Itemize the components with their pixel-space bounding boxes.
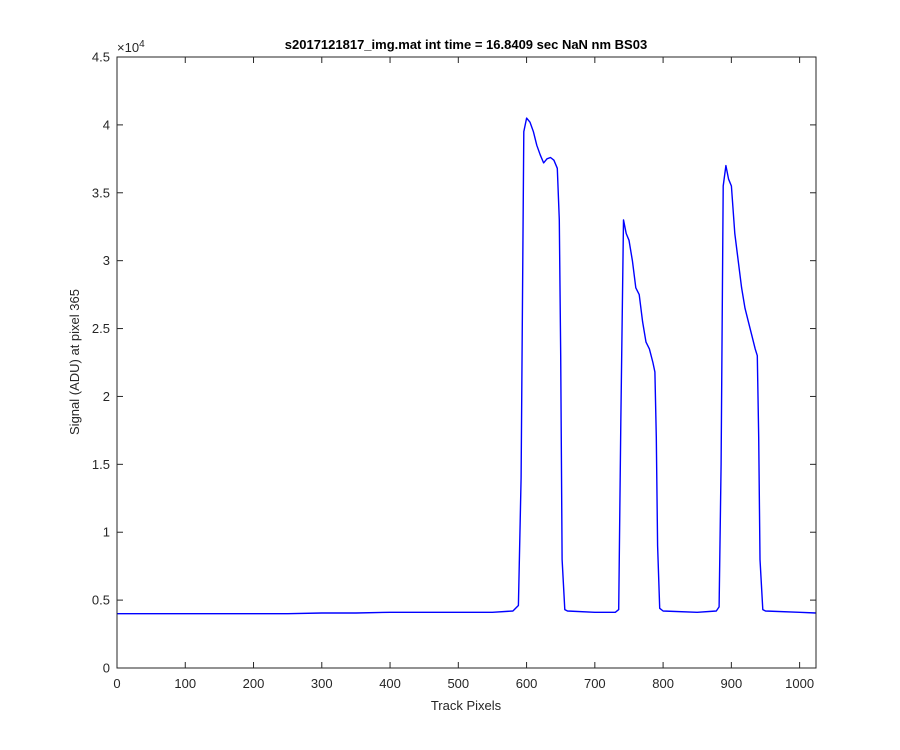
y-tick-label: 0.5 — [92, 593, 110, 608]
x-tick-label: 800 — [652, 676, 674, 691]
axes-box — [116, 56, 817, 669]
ticks-layer: 0 100 200 300 400 500 600 700 800 900 1000 0 0.5 1 1.5… — [92, 50, 816, 691]
y-tick-label: 4 — [103, 117, 110, 132]
y-tick-label: 1.5 — [92, 457, 110, 472]
series-line-0 — [117, 117, 817, 615]
x-axis-label: Track Pixels — [431, 698, 502, 713]
x-tick-label: 200 — [243, 676, 265, 691]
chart-title: s2017121817_img.mat int time = 16.8409 s… — [285, 37, 647, 52]
y-tick-label: 0 — [103, 661, 110, 676]
x-tick-label: 1000 — [785, 676, 814, 691]
x-tick-label: 900 — [721, 676, 743, 691]
x-tick-label: 100 — [174, 676, 196, 691]
x-tick-label: 500 — [447, 676, 469, 691]
plot-area — [117, 57, 816, 668]
y-tick-label: 4.5 — [92, 50, 110, 65]
x-tick-label: 0 — [113, 676, 120, 691]
y-tick-label: 3 — [103, 253, 110, 268]
x-tick-label: 600 — [516, 676, 538, 691]
x-tick-label: 400 — [379, 676, 401, 691]
y-tick-label: 1 — [103, 525, 110, 540]
x-tick-label: 300 — [311, 676, 333, 691]
y-tick-label: 2 — [103, 389, 110, 404]
y-axis-label: Signal (ADU) at pixel 365 — [67, 289, 82, 435]
x-tick-label: 700 — [584, 676, 606, 691]
y-exponent-label: ×104 — [117, 39, 145, 55]
y-tick-label: 2.5 — [92, 321, 110, 336]
series-layer — [117, 117, 817, 615]
y-tick-label: 3.5 — [92, 185, 110, 200]
